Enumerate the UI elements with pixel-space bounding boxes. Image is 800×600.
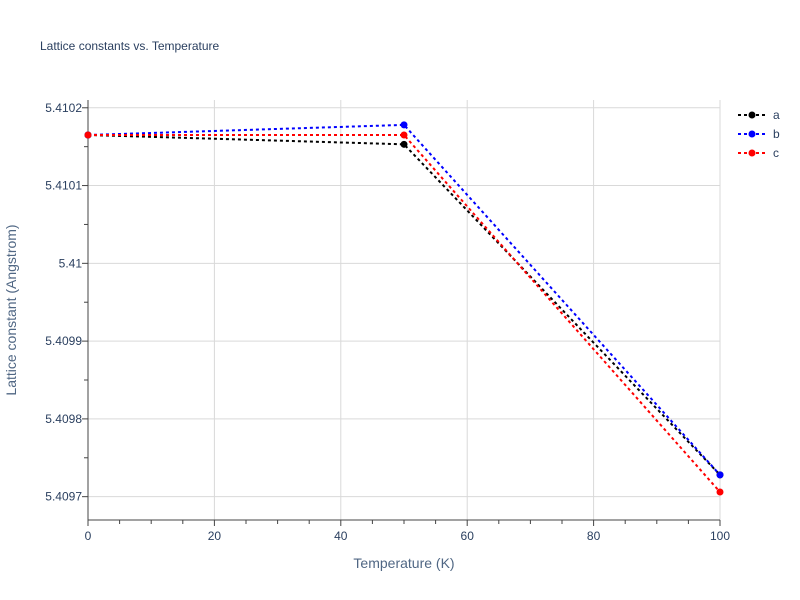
axes-layer: 0 20 40 60 80 100 5.4097 5.4098 5.4099 5.41 5.4101… bbox=[45, 100, 730, 543]
x-tick-label: 0 bbox=[85, 529, 92, 543]
x-tick-label: 100 bbox=[710, 529, 730, 543]
data-point-c[interactable] bbox=[400, 131, 408, 139]
x-tick-label: 20 bbox=[208, 529, 222, 543]
legend-label[interactable]: a bbox=[773, 108, 780, 122]
y-tick-label: 5.4102 bbox=[45, 101, 82, 115]
data-point-b[interactable] bbox=[716, 471, 724, 479]
series-line-b bbox=[87, 123, 721, 476]
x-tick-label: 60 bbox=[461, 529, 475, 543]
data-point-c[interactable] bbox=[84, 131, 92, 139]
grid-layer bbox=[88, 100, 721, 520]
legend-label[interactable]: b bbox=[773, 127, 780, 141]
legend-marker bbox=[748, 111, 756, 119]
y-axis-title: Lattice constant (Angstrom) bbox=[3, 224, 19, 395]
x-axis-title: Temperature (K) bbox=[353, 555, 454, 571]
series-line-c bbox=[88, 134, 721, 493]
y-tick-label: 5.4101 bbox=[45, 179, 82, 193]
y-tick-label: 5.4098 bbox=[45, 412, 82, 426]
legend[interactable]: abc bbox=[738, 108, 780, 160]
chart-title: Lattice constants vs. Temperature bbox=[40, 39, 220, 53]
y-tick-label: 5.41 bbox=[59, 256, 83, 270]
y-tick-label: 5.4099 bbox=[45, 334, 82, 348]
legend-marker bbox=[748, 149, 756, 157]
series-layer bbox=[84, 121, 724, 496]
y-tick-label: 5.4097 bbox=[45, 490, 82, 504]
legend-marker bbox=[748, 130, 756, 138]
data-point-b[interactable] bbox=[400, 121, 408, 129]
data-point-a[interactable] bbox=[400, 140, 408, 148]
data-point-c[interactable] bbox=[716, 488, 724, 496]
x-tick-label: 40 bbox=[334, 529, 348, 543]
legend-label[interactable]: c bbox=[773, 146, 779, 160]
x-tick-label: 80 bbox=[587, 529, 601, 543]
